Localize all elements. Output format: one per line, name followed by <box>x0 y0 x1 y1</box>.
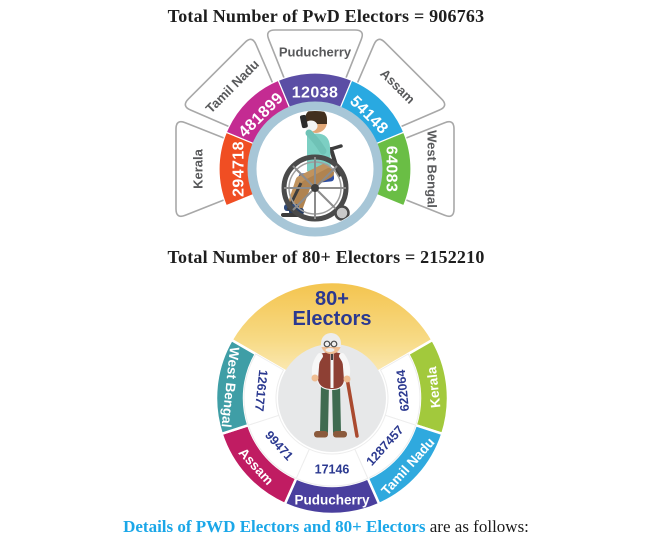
eighty-state-label-kerala: Kerala <box>424 366 443 409</box>
pwd-chart-center <box>247 101 383 237</box>
pwd-state-label-kerala: Kerala <box>191 148 206 189</box>
pwd-total-title: Total Number of PwD Electors = 906763 <box>167 6 485 26</box>
eighty-inner-cell-west-bengal <box>243 353 285 426</box>
details-suffix: are as follows: <box>425 517 529 536</box>
center-disc <box>278 344 386 452</box>
elderly-man-icon <box>311 333 359 438</box>
wheelchair-person-icon <box>281 111 350 222</box>
pwd-value-label-kerala: 294718 <box>231 141 248 197</box>
80plus-chart-center: 80+ Electors <box>278 288 386 452</box>
pwd-state-label-west-bengal: West Bengal <box>424 130 439 208</box>
80plus-total-title: Total Number of 80+ Electors = 2152210 <box>167 247 485 267</box>
pwd-value-label-west-bengal: 64083 <box>382 146 399 193</box>
eighty-value-label-puducherry: 17146 <box>315 462 350 476</box>
details-link[interactable]: Details of PWD Electors and 80+ Electors <box>123 517 426 536</box>
eighty-value-label-kerala: 622064 <box>394 369 412 412</box>
pwd-state-label-puducherry: Puducherry <box>279 45 352 60</box>
details-line: Details of PWD Electors and 80+ Electors… <box>0 517 652 537</box>
center-label-line2: Electors <box>293 308 372 330</box>
eighty-value-label-west-bengal: 126177 <box>252 369 270 412</box>
pwd-value-label-puducherry: 12038 <box>292 85 339 102</box>
center-label-line1: 80+ <box>315 288 349 310</box>
eighty-state-label-puducherry: Puducherry <box>294 493 370 508</box>
